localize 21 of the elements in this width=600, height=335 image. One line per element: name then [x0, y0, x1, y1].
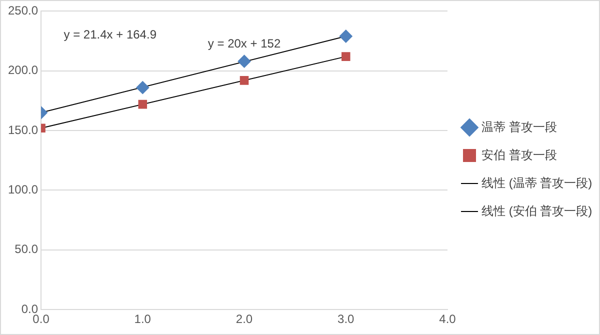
point [238, 54, 251, 68]
annotation: y = 21.4x + 164.9 [64, 27, 157, 42]
y-tick-label: 50.0 [14, 242, 38, 256]
y-tick-label: 150.0 [8, 122, 38, 137]
x-tick-label: 4.0 [439, 312, 456, 326]
legend-label: 线性 (安伯 普攻一段) [482, 204, 592, 218]
annotation: y = 20x + 152 [208, 36, 281, 50]
y-tick-label: 200.0 [8, 63, 38, 78]
point [339, 30, 352, 43]
x-tick-label: 3.0 [338, 312, 355, 326]
x-tick-label: 1.0 [134, 312, 152, 326]
legend-label: 安伯 普攻一段 [482, 148, 557, 162]
point [240, 76, 249, 85]
legend-label: 线性 (温蒂 普攻一段) [482, 176, 592, 190]
point [138, 100, 148, 109]
y-tick-label: 250.0 [8, 4, 38, 18]
point [341, 52, 350, 61]
x-tick-label: 2.0 [236, 312, 253, 326]
y-tick-label: 100.0 [8, 182, 38, 197]
point [136, 81, 150, 94]
legend-label: 温蒂 普攻一段 [482, 120, 557, 134]
